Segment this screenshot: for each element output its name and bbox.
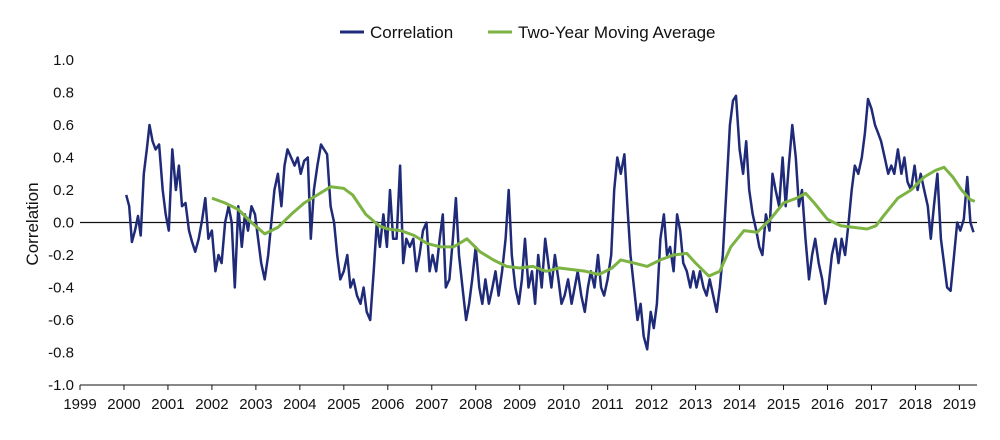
x-tick-label: 2003 (239, 396, 272, 413)
x-tick-label: 2016 (811, 396, 844, 413)
x-tick-label: 2015 (767, 396, 800, 413)
legend-label-moving-average: Two-Year Moving Average (518, 23, 716, 42)
series-line-moving-average (211, 165, 976, 278)
x-tick-label: 2010 (547, 396, 580, 413)
x-tick-label: 2002 (195, 396, 228, 413)
x-tick-label: 2014 (723, 396, 756, 413)
x-tick-label: 2018 (899, 396, 932, 413)
y-tick-label: 0.0 (53, 215, 74, 232)
y-tick-label: -0.2 (48, 247, 74, 264)
legend-label-correlation: Correlation (370, 23, 453, 42)
x-tick-label: 2006 (371, 396, 404, 413)
y-tick-label: -0.8 (48, 345, 74, 362)
y-axis-title: Correlation (23, 182, 42, 265)
x-tick-label: 2019 (943, 396, 976, 413)
y-tick-label: 0.6 (53, 117, 74, 134)
y-tick-label: 0.8 (53, 85, 74, 102)
x-tick-label: 2009 (503, 396, 536, 413)
chart-legend: Correlation Two-Year Moving Average (340, 23, 716, 42)
y-tick-label: -1.0 (48, 377, 74, 394)
x-axis-ticks: 1999 2000 2001 2002 2003 2004 2005 2006 2007 2008… (63, 385, 976, 413)
x-tick-label: 2007 (415, 396, 448, 413)
x-tick-label: 2008 (459, 396, 492, 413)
y-axis-ticks: 1.0 0.8 0.6 0.4 0.2 0.0 -0.2 -0.4 -0.6 -0.8 -1.0 (48, 52, 74, 394)
x-tick-label: 1999 (63, 396, 96, 413)
x-tick-label: 2005 (327, 396, 360, 413)
series-layer (124, 94, 976, 351)
y-tick-label: -0.6 (48, 312, 74, 329)
y-tick-label: -0.4 (48, 280, 74, 297)
x-tick-label: 2017 (855, 396, 888, 413)
x-tick-label: 2004 (283, 396, 316, 413)
y-tick-label: 0.2 (53, 182, 74, 199)
x-tick-label: 2001 (151, 396, 184, 413)
x-tick-label: 2013 (679, 396, 712, 413)
x-tick-label: 2012 (635, 396, 668, 413)
x-tick-label: 2011 (592, 396, 624, 413)
y-tick-label: 0.4 (53, 150, 74, 167)
series-line-correlation (124, 94, 975, 351)
y-tick-label: 1.0 (53, 52, 74, 69)
x-tick-label: 2000 (107, 396, 140, 413)
